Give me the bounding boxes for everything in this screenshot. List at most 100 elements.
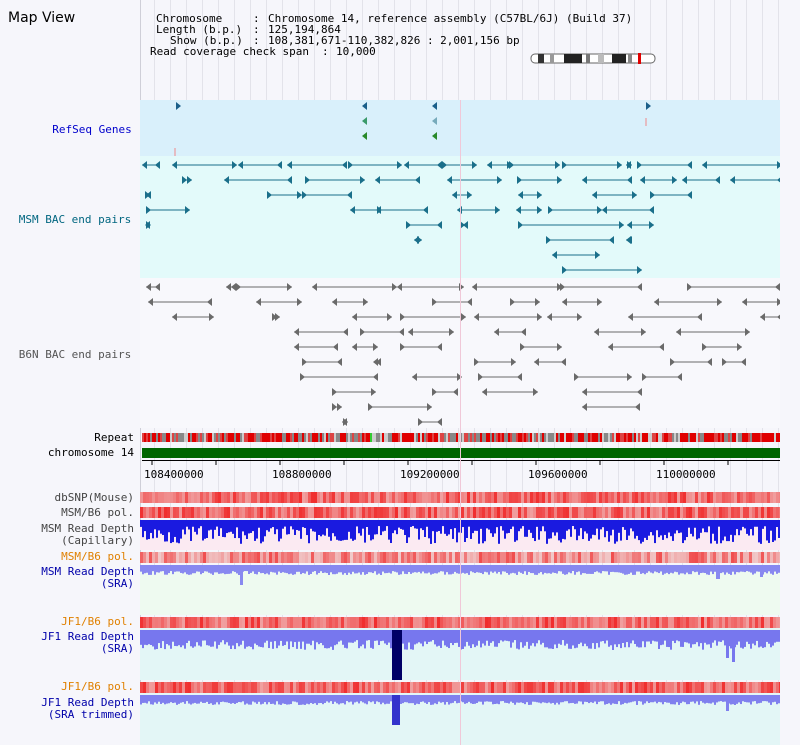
depth-bar	[694, 565, 696, 573]
heat-cell	[467, 507, 470, 518]
heat-cell	[569, 507, 572, 518]
depth-bar	[390, 630, 392, 649]
heat-cell	[569, 617, 572, 628]
depth-bar	[764, 695, 766, 702]
heat-cell	[779, 617, 780, 628]
b6n-bac-pair-end	[557, 343, 562, 351]
dbsnp-label: dbSNP(Mouse)	[54, 491, 134, 504]
heat-cell	[755, 507, 758, 518]
axis-ticks	[151, 460, 729, 465]
repeat-cell	[204, 433, 206, 442]
repeat-cell	[708, 433, 710, 442]
repeat-cell	[152, 433, 154, 442]
heat-cell	[476, 682, 479, 693]
heat-cell	[407, 492, 410, 503]
depth-bar	[572, 695, 574, 703]
depth-bar	[550, 520, 552, 539]
repeat-cell	[772, 433, 774, 442]
heat-cell	[197, 507, 200, 518]
heat-cell	[143, 617, 146, 628]
heat-cell	[731, 682, 734, 693]
refseq-gene	[362, 117, 367, 125]
depth-bar	[440, 520, 442, 534]
depth-bar	[394, 520, 396, 531]
depth-bar	[240, 630, 242, 645]
heat-cell	[770, 617, 773, 628]
heat-cell	[581, 552, 584, 563]
heat-cell	[692, 682, 695, 693]
depth-bar	[240, 695, 242, 703]
heat-cell	[623, 492, 626, 503]
heat-cell	[479, 507, 482, 518]
b6n-bac-pair-end	[148, 298, 153, 306]
depth-bar	[596, 695, 598, 705]
heat-cell	[227, 507, 230, 518]
b6n-bac-pair-end	[343, 418, 348, 426]
repeat-cell	[494, 433, 496, 442]
heat-cell	[644, 617, 647, 628]
depth-bar	[258, 630, 260, 647]
heat-cell	[725, 552, 728, 563]
heat-cell	[146, 552, 149, 563]
depth-bar	[158, 520, 160, 531]
heat-cell	[500, 492, 503, 503]
heat-cell	[425, 682, 428, 693]
b6n-bac-pair-end	[408, 328, 413, 336]
depth-bar	[640, 520, 642, 544]
heat-cell	[563, 492, 566, 503]
repeat-cell	[542, 433, 544, 442]
heat-cell	[749, 507, 752, 518]
heat-cell	[398, 492, 401, 503]
depth-bar	[206, 695, 208, 702]
heat-cell	[761, 507, 764, 518]
depth-bar	[774, 630, 776, 643]
heat-cell	[548, 492, 551, 503]
heat-cell	[158, 507, 161, 518]
heat-cell	[497, 507, 500, 518]
msm-bac-pair-end	[297, 191, 302, 199]
depth-bar	[378, 565, 380, 574]
refseq-genes-track[interactable]	[140, 100, 780, 160]
msm-bac-pair-end	[302, 191, 307, 199]
heat-cell	[641, 492, 644, 503]
heat-cell	[560, 682, 563, 693]
depth-bar	[272, 630, 274, 649]
depth-bar	[564, 630, 566, 646]
depth-bar	[494, 695, 496, 704]
heat-cell	[290, 552, 293, 563]
depth-bar	[316, 565, 318, 575]
b6n-bac-track[interactable]	[140, 278, 780, 428]
depth-bar	[560, 630, 562, 645]
heat-cell	[596, 552, 599, 563]
depth-bar	[458, 695, 460, 703]
msm-bac-pair-end	[467, 191, 472, 199]
show-key: Show (b.p.)	[170, 34, 243, 47]
depth-bar	[410, 520, 412, 527]
depth-bar	[380, 695, 382, 705]
depth-bar	[172, 630, 174, 642]
depth-bar	[194, 565, 196, 574]
repeat-cell	[738, 433, 740, 442]
heat-cell	[539, 507, 542, 518]
repeat-cell	[720, 433, 722, 442]
depth-bar	[596, 630, 598, 644]
depth-spike	[392, 695, 400, 725]
heat-cell	[395, 552, 398, 563]
repeat-cell	[284, 433, 286, 442]
depth-bar	[460, 695, 462, 702]
heat-cell	[374, 507, 377, 518]
heat-cell	[644, 682, 647, 693]
depth-bar	[516, 630, 518, 649]
msm-bac-track[interactable]	[140, 156, 780, 278]
heat-cell	[197, 682, 200, 693]
depth-bar	[730, 695, 732, 705]
depth-bar	[404, 565, 406, 574]
heat-cell	[581, 507, 584, 518]
chromosome-ideogram[interactable]	[528, 52, 658, 66]
depth-bar	[418, 630, 420, 643]
depth-bar	[772, 695, 774, 703]
depth-bar	[408, 630, 410, 643]
msm-bac-pair-end	[142, 161, 147, 169]
depth-bar	[692, 695, 694, 702]
repeat-cell	[310, 433, 312, 442]
